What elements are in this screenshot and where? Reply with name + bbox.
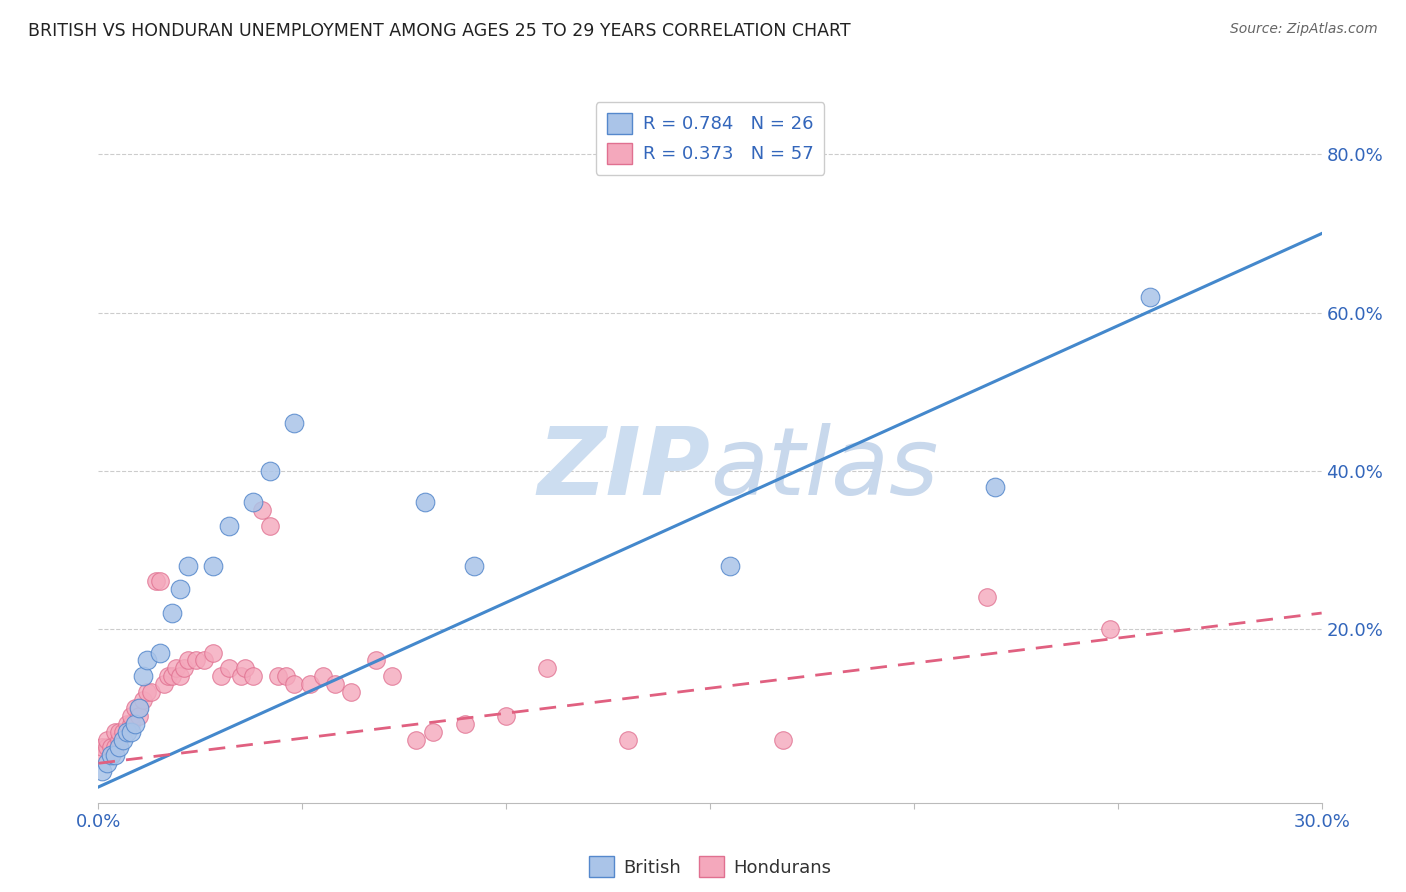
Point bbox=[132, 693, 155, 707]
Point bbox=[772, 732, 794, 747]
Text: ZIP: ZIP bbox=[537, 423, 710, 515]
Point bbox=[124, 701, 146, 715]
Point bbox=[218, 661, 240, 675]
Point bbox=[104, 724, 127, 739]
Point bbox=[976, 591, 998, 605]
Point bbox=[259, 519, 281, 533]
Point bbox=[149, 646, 172, 660]
Point bbox=[193, 653, 215, 667]
Point bbox=[104, 740, 127, 755]
Point bbox=[250, 503, 273, 517]
Point bbox=[381, 669, 404, 683]
Point bbox=[136, 653, 159, 667]
Point bbox=[299, 677, 322, 691]
Point bbox=[283, 417, 305, 431]
Point bbox=[120, 724, 142, 739]
Point bbox=[463, 558, 485, 573]
Point bbox=[454, 716, 477, 731]
Point bbox=[405, 732, 427, 747]
Point bbox=[91, 740, 114, 755]
Point bbox=[100, 748, 122, 763]
Legend: British, Hondurans: British, Hondurans bbox=[582, 849, 838, 884]
Point bbox=[149, 574, 172, 589]
Point bbox=[104, 748, 127, 763]
Point bbox=[108, 724, 131, 739]
Point bbox=[1098, 622, 1121, 636]
Point bbox=[201, 558, 224, 573]
Point bbox=[169, 582, 191, 597]
Point bbox=[108, 732, 131, 747]
Point bbox=[340, 685, 363, 699]
Point bbox=[160, 606, 183, 620]
Point bbox=[242, 495, 264, 509]
Point bbox=[218, 519, 240, 533]
Point bbox=[233, 661, 256, 675]
Point bbox=[984, 479, 1007, 493]
Point bbox=[128, 708, 150, 723]
Point bbox=[91, 764, 114, 779]
Point bbox=[132, 669, 155, 683]
Point bbox=[120, 716, 142, 731]
Point bbox=[413, 495, 436, 509]
Point bbox=[617, 732, 640, 747]
Point bbox=[96, 740, 118, 755]
Point bbox=[145, 574, 167, 589]
Point bbox=[177, 653, 200, 667]
Point bbox=[108, 740, 131, 755]
Point bbox=[364, 653, 387, 667]
Point bbox=[141, 685, 163, 699]
Point bbox=[312, 669, 335, 683]
Point bbox=[128, 701, 150, 715]
Point bbox=[267, 669, 290, 683]
Point bbox=[96, 732, 118, 747]
Point bbox=[91, 748, 114, 763]
Point bbox=[160, 669, 183, 683]
Point bbox=[115, 724, 138, 739]
Point bbox=[111, 724, 134, 739]
Text: Source: ZipAtlas.com: Source: ZipAtlas.com bbox=[1230, 22, 1378, 37]
Point bbox=[323, 677, 346, 691]
Point bbox=[128, 701, 150, 715]
Point bbox=[115, 716, 138, 731]
Point bbox=[283, 677, 305, 691]
Point bbox=[242, 669, 264, 683]
Point bbox=[173, 661, 195, 675]
Point bbox=[156, 669, 179, 683]
Point bbox=[124, 716, 146, 731]
Point bbox=[720, 558, 742, 573]
Point bbox=[274, 669, 297, 683]
Text: atlas: atlas bbox=[710, 424, 938, 515]
Point bbox=[111, 732, 134, 747]
Point bbox=[536, 661, 558, 675]
Point bbox=[152, 677, 174, 691]
Point bbox=[96, 756, 118, 771]
Point bbox=[165, 661, 187, 675]
Point bbox=[259, 464, 281, 478]
Text: BRITISH VS HONDURAN UNEMPLOYMENT AMONG AGES 25 TO 29 YEARS CORRELATION CHART: BRITISH VS HONDURAN UNEMPLOYMENT AMONG A… bbox=[28, 22, 851, 40]
Point bbox=[100, 740, 122, 755]
Point bbox=[209, 669, 232, 683]
Point bbox=[169, 669, 191, 683]
Point bbox=[1139, 290, 1161, 304]
Point bbox=[422, 724, 444, 739]
Point bbox=[136, 685, 159, 699]
Point bbox=[100, 748, 122, 763]
Point bbox=[186, 653, 208, 667]
Point bbox=[120, 708, 142, 723]
Point bbox=[177, 558, 200, 573]
Point bbox=[495, 708, 517, 723]
Point bbox=[231, 669, 253, 683]
Point bbox=[201, 646, 224, 660]
